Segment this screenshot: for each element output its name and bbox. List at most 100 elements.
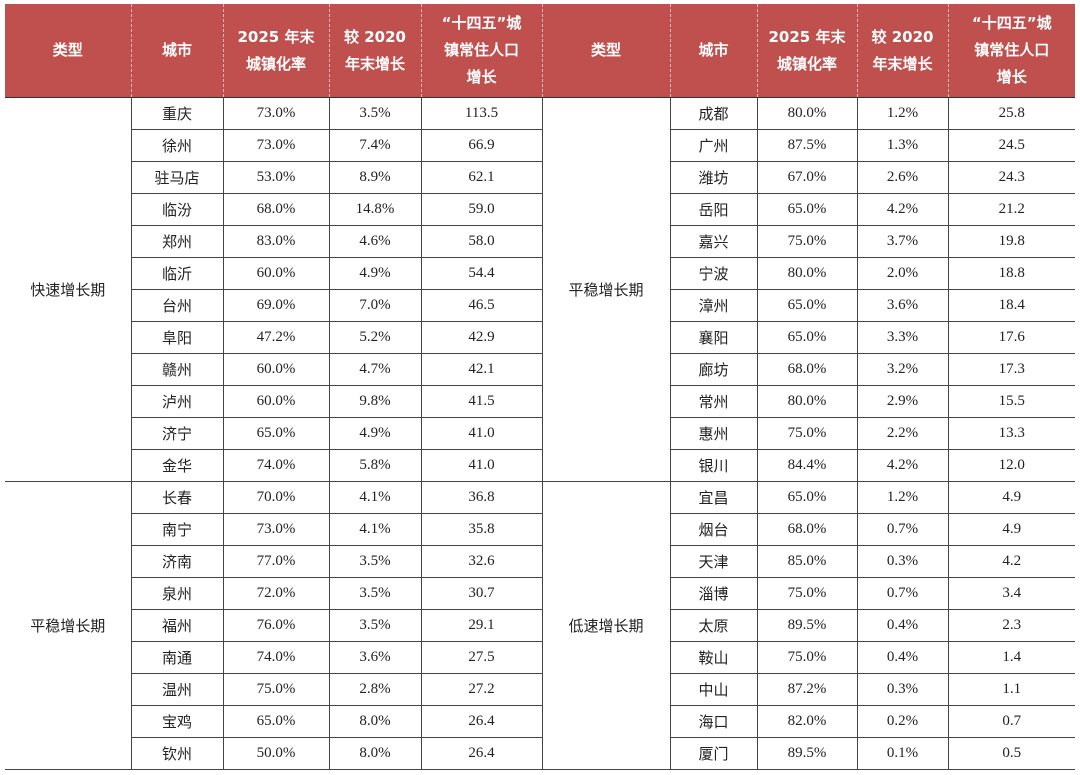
value-cell: 12.0 (947, 449, 1075, 482)
value-cell: 32.6 (420, 545, 543, 578)
table-row: 南宁 73.0% 4.1% 35.8 烟台 68.0% 0.7% 4.9 (5, 513, 1075, 546)
table-row: 宝鸡 65.0% 8.0% 26.4 海口 82.0% 0.2% 0.7 (5, 705, 1075, 738)
city-cell: 宁波 (669, 257, 758, 290)
city-cell: 台州 (130, 289, 224, 322)
value-cell: 65.0% (222, 705, 330, 738)
value-cell: 113.5 (420, 97, 543, 130)
value-cell: 60.0% (222, 385, 330, 418)
table-row: 赣州 60.0% 4.7% 42.1 廊坊 68.0% 3.2% 17.3 (5, 353, 1075, 386)
value-cell: 89.5% (756, 609, 858, 642)
table-row: 济南 77.0% 3.5% 32.6 天津 85.0% 0.3% 4.2 (5, 545, 1075, 578)
value-cell: 69.0% (222, 289, 330, 322)
value-cell: 17.3 (947, 353, 1075, 386)
type-cell: 低速增长期 (541, 481, 671, 770)
value-cell: 26.4 (420, 705, 543, 738)
value-cell: 4.2 (947, 545, 1075, 578)
city-cell: 成都 (669, 97, 758, 130)
city-cell: 惠州 (669, 417, 758, 450)
city-cell: 金华 (130, 449, 224, 482)
value-cell: 60.0% (222, 257, 330, 290)
value-cell: 5.2% (328, 321, 422, 354)
value-cell: 8.0% (328, 705, 422, 738)
table-row: 临沂 60.0% 4.9% 54.4 宁波 80.0% 2.0% 18.8 (5, 257, 1075, 290)
city-cell: 太原 (669, 609, 758, 642)
column-header: “十四五”城 镇常住人口 增长 (420, 4, 542, 98)
city-cell: 郑州 (130, 225, 224, 258)
city-cell: 烟台 (669, 513, 758, 546)
table-row: 郑州 83.0% 4.6% 58.0 嘉兴 75.0% 3.7% 19.8 (5, 225, 1075, 258)
value-cell: 68.0% (756, 513, 858, 546)
value-cell: 62.1 (420, 161, 543, 194)
value-cell: 7.0% (328, 289, 422, 322)
city-cell: 厦门 (669, 737, 758, 770)
value-cell: 87.5% (756, 129, 858, 162)
table-row: 济宁 65.0% 4.9% 41.0 惠州 75.0% 2.2% 13.3 (5, 417, 1075, 450)
column-header: 类型 (541, 4, 670, 98)
value-cell: 9.8% (328, 385, 422, 418)
value-cell: 75.0% (756, 417, 858, 450)
value-cell: 77.0% (222, 545, 330, 578)
value-cell: 73.0% (222, 129, 330, 162)
table-row: 钦州 50.0% 8.0% 26.4 厦门 89.5% 0.1% 0.5 (5, 737, 1075, 770)
value-cell: 21.2 (947, 193, 1075, 226)
value-cell: 72.0% (222, 577, 330, 610)
value-cell: 54.4 (420, 257, 543, 290)
table-row: 南通 74.0% 3.6% 27.5 鞍山 75.0% 0.4% 1.4 (5, 641, 1075, 674)
city-cell: 淄博 (669, 577, 758, 610)
value-cell: 82.0% (756, 705, 858, 738)
value-cell: 75.0% (756, 577, 858, 610)
value-cell: 66.9 (420, 129, 543, 162)
city-cell: 常州 (669, 385, 758, 418)
value-cell: 19.8 (947, 225, 1075, 258)
value-cell: 80.0% (756, 385, 858, 418)
value-cell: 68.0% (222, 193, 330, 226)
value-cell: 3.5% (328, 97, 422, 130)
value-cell: 2.2% (856, 417, 949, 450)
header-row: 类型 城市 2025 年末 城镇化率较 2020 年末增长 “十四五”城 镇常住人口 … (5, 4, 1075, 98)
value-cell: 1.1 (947, 673, 1075, 706)
city-cell: 赣州 (130, 353, 224, 386)
city-cell: 岳阳 (669, 193, 758, 226)
value-cell: 2.8% (328, 673, 422, 706)
value-cell: 3.5% (328, 577, 422, 610)
city-cell: 长春 (130, 481, 224, 514)
data-table: 类型 城市 2025 年末 城镇化率较 2020 年末增长 “十四五”城 镇常住人口 … (5, 4, 1075, 770)
value-cell: 42.1 (420, 353, 543, 386)
type-cell: 平稳增长期 (541, 97, 671, 482)
city-cell: 宜昌 (669, 481, 758, 514)
value-cell: 18.8 (947, 257, 1075, 290)
table-body: 快速增长期 重庆 73.0% 3.5% 113.5 平稳增长期 成都 80.0% 1.2% 25.… (5, 97, 1075, 770)
value-cell: 30.7 (420, 577, 543, 610)
value-cell: 84.4% (756, 449, 858, 482)
city-cell: 南宁 (130, 513, 224, 546)
city-cell: 襄阳 (669, 321, 758, 354)
value-cell: 4.2% (856, 449, 949, 482)
city-cell: 重庆 (130, 97, 224, 130)
value-cell: 24.3 (947, 161, 1075, 194)
value-cell: 5.8% (328, 449, 422, 482)
value-cell: 2.6% (856, 161, 949, 194)
value-cell: 65.0% (756, 481, 858, 514)
type-cell: 快速增长期 (5, 97, 132, 482)
column-header: 较 2020 年末增长 (328, 4, 421, 98)
value-cell: 3.5% (328, 545, 422, 578)
city-cell: 宝鸡 (130, 705, 224, 738)
city-cell: 驻马店 (130, 161, 224, 194)
value-cell: 85.0% (756, 545, 858, 578)
value-cell: 25.8 (947, 97, 1075, 130)
city-cell: 临沂 (130, 257, 224, 290)
value-cell: 70.0% (222, 481, 330, 514)
city-cell: 嘉兴 (669, 225, 758, 258)
table-row: 驻马店 53.0% 8.9% 62.1 潍坊 67.0% 2.6% 24.3 (5, 161, 1075, 194)
column-header: 2025 年末 城镇化率 (222, 4, 329, 98)
value-cell: 36.8 (420, 481, 543, 514)
value-cell: 74.0% (222, 449, 330, 482)
value-cell: 3.5% (328, 609, 422, 642)
value-cell: 80.0% (756, 97, 858, 130)
city-cell: 鞍山 (669, 641, 758, 674)
value-cell: 3.2% (856, 353, 949, 386)
value-cell: 65.0% (756, 193, 858, 226)
city-cell: 广州 (669, 129, 758, 162)
city-cell: 阜阳 (130, 321, 224, 354)
value-cell: 15.5 (947, 385, 1075, 418)
